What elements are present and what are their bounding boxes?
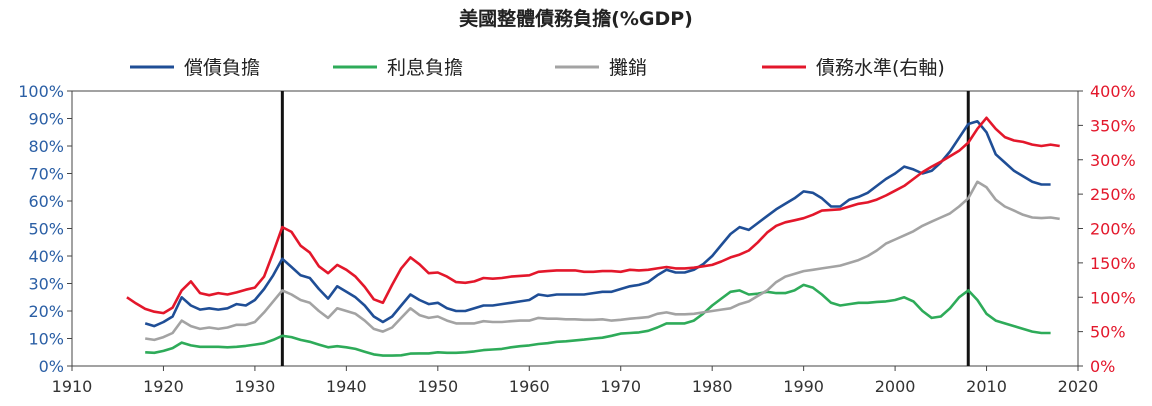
legend-label: 攤銷 [609, 57, 647, 79]
y-right-tick-label: 50% [1090, 323, 1126, 342]
plot-frame [71, 90, 1079, 367]
y-left-tick-label: 80% [28, 137, 64, 156]
axes: 0% 10% 20% 30% 40% 50% 60% 70% 80% 90% 100% 0% 50% 10… [18, 82, 1136, 396]
y-right-tick-label: 100% [1090, 288, 1136, 307]
vertical-markers [280, 91, 970, 366]
y-left-tick-label: 60% [28, 192, 64, 211]
y-right-tick-label: 150% [1090, 254, 1136, 273]
legend: 償債負擔 利息負擔 攤銷 債務水準(右軸) [130, 57, 945, 79]
legend-item-3: 攤銷 [555, 57, 647, 79]
x-tick-label: 1950 [417, 377, 458, 396]
y-left-tick-label: 100% [18, 82, 64, 101]
y-left-tick-label: 30% [28, 275, 64, 294]
y-right-tick-label: 250% [1090, 185, 1136, 204]
y-left-tick-label: 50% [28, 220, 64, 239]
x-tick-label: 1910 [52, 377, 93, 396]
y-right-tick-label: 400% [1090, 82, 1136, 101]
x-tick-label: 1980 [692, 377, 733, 396]
y-left-tick-label: 10% [28, 330, 64, 349]
series-line-3 [145, 180, 1060, 342]
legend-label: 債務水準(右軸) [816, 57, 945, 79]
y-right-tick-label: 300% [1090, 151, 1136, 170]
x-tick-label: 1940 [326, 377, 367, 396]
y-right-tick-label: 200% [1090, 220, 1136, 239]
legend-label: 償債負擔 [184, 57, 260, 79]
x-tick-label: 1930 [235, 377, 276, 396]
y-right-tick-label: 0% [1090, 357, 1115, 376]
y-left-tick-label: 40% [28, 247, 64, 266]
x-tick-label: 1970 [600, 377, 641, 396]
series-line-2 [145, 283, 1051, 357]
y-right-tick-label: 350% [1090, 116, 1136, 135]
chart-title: 美國整體債務負擔(%GDP) [459, 8, 693, 30]
legend-label: 利息負擔 [387, 57, 463, 79]
legend-item-1: 償債負擔 [130, 57, 260, 79]
y-left-tick-label: 70% [28, 165, 64, 184]
x-tick-label: 2000 [875, 377, 916, 396]
series-line-1 [144, 120, 1051, 328]
legend-item-4: 債務水準(右軸) [762, 57, 945, 79]
legend-item-2: 利息負擔 [333, 57, 463, 79]
y-left-tick-label: 0% [39, 357, 64, 376]
x-tick-label: 1990 [783, 377, 824, 396]
x-tick-label: 2020 [1058, 377, 1099, 396]
series-lines [126, 116, 1060, 357]
x-tick-label: 2010 [966, 377, 1007, 396]
y-left-tick-label: 90% [28, 110, 64, 129]
x-tick-label: 1920 [143, 377, 184, 396]
y-left-tick-label: 20% [28, 302, 64, 321]
series-line-4 [126, 116, 1060, 315]
x-tick-label: 1960 [509, 377, 550, 396]
